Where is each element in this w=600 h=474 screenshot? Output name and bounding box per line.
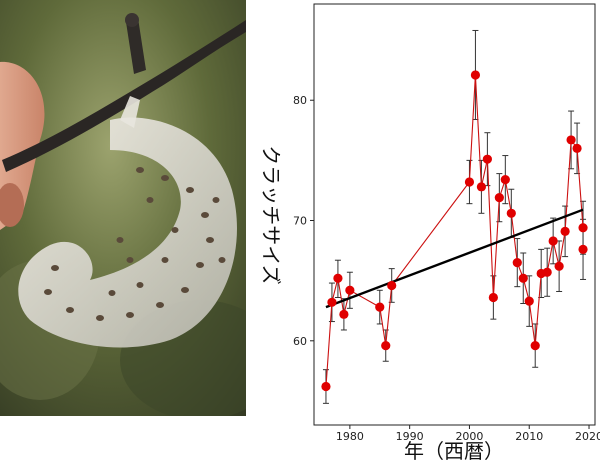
y-axis-title: クラッチサイズ xyxy=(259,145,283,284)
data-point xyxy=(542,267,552,277)
photo-illustration xyxy=(0,0,246,416)
data-point xyxy=(524,296,534,306)
data-point xyxy=(494,193,504,203)
data-point xyxy=(381,341,391,351)
x-tick-label: 1980 xyxy=(336,430,364,443)
y-tick-label: 70 xyxy=(293,215,307,228)
data-point xyxy=(500,175,510,185)
data-point xyxy=(327,297,337,307)
data-point xyxy=(345,285,355,295)
data-point xyxy=(488,292,498,303)
twig-shape xyxy=(2,20,246,172)
x-tick-label: 2000 xyxy=(455,430,483,443)
y-axis-ticks: 60 70 80 xyxy=(293,94,314,348)
series-line xyxy=(325,74,584,387)
data-point xyxy=(518,273,528,283)
clutch-size-chart: 60 70 80 1980 1990 2000 2010 2020 年（西暦） クラッチサイ… xyxy=(250,0,600,470)
y-tick-label: 80 xyxy=(293,94,307,107)
data-point xyxy=(470,70,481,80)
data-point xyxy=(482,154,492,164)
data-point xyxy=(375,302,385,312)
data-point xyxy=(572,143,582,153)
y-tick-label: 60 xyxy=(293,335,307,348)
data-points xyxy=(321,70,588,392)
embryo-dots xyxy=(44,167,226,321)
chart-svg: 60 70 80 1980 1990 2000 2010 2020 年（西暦） クラッチサイ… xyxy=(259,3,600,463)
data-point xyxy=(578,223,588,233)
x-tick-label: 2020 xyxy=(575,430,600,443)
x-axis-title: 年（西暦） xyxy=(404,439,504,463)
plot-frame xyxy=(313,3,596,426)
data-point xyxy=(512,258,522,268)
data-point xyxy=(476,182,487,192)
data-point xyxy=(566,135,576,145)
data-point xyxy=(530,341,540,351)
x-tick-label: 1990 xyxy=(396,430,424,443)
data-point xyxy=(321,381,331,392)
data-point xyxy=(464,177,475,187)
egg-mass-photo xyxy=(0,0,246,416)
data-point xyxy=(560,226,570,236)
x-axis-ticks: 1980 1990 2000 2010 2020 xyxy=(336,425,600,443)
trend-line xyxy=(325,208,584,309)
data-point xyxy=(548,236,558,246)
data-point xyxy=(339,309,349,319)
data-point xyxy=(578,244,588,254)
data-point xyxy=(554,261,564,271)
data-point xyxy=(333,273,343,283)
x-tick-label: 2010 xyxy=(515,430,543,443)
data-point xyxy=(506,208,516,218)
data-point xyxy=(387,280,397,291)
